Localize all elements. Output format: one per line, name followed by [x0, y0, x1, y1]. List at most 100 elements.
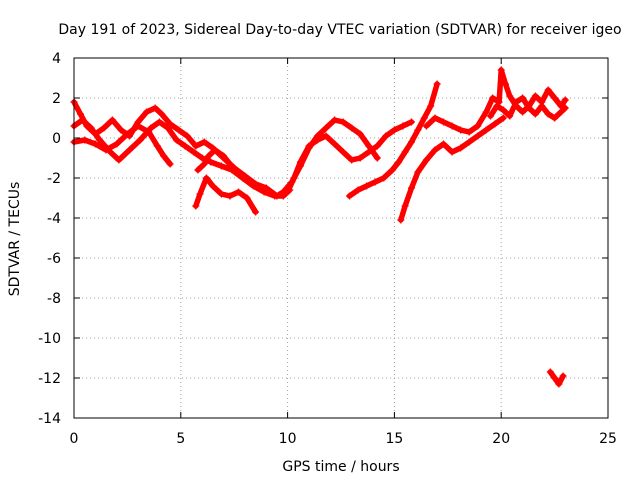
data-point — [181, 142, 189, 150]
data-point — [474, 132, 482, 140]
data-point — [395, 158, 403, 166]
data-point — [271, 192, 279, 200]
data-point — [173, 136, 181, 144]
y-axis-label: SDTVAR / TECUs — [7, 182, 23, 297]
data-point — [482, 108, 490, 116]
series-track-11 — [546, 368, 567, 388]
data-point — [388, 166, 396, 174]
data-point — [190, 148, 198, 156]
data-point — [448, 122, 456, 130]
data-point — [126, 146, 134, 154]
data-point — [420, 114, 428, 122]
data-point — [373, 154, 381, 162]
data-point — [427, 102, 435, 110]
y-tick-label: 4 — [52, 51, 61, 67]
x-tick-label: 25 — [599, 431, 617, 447]
data-point — [79, 116, 87, 124]
data-point — [96, 136, 104, 144]
data-point — [339, 148, 347, 156]
data-point — [220, 152, 228, 160]
data-point — [354, 186, 362, 194]
data-point — [382, 132, 390, 140]
x-tick-label: 15 — [385, 431, 403, 447]
data-point — [249, 182, 257, 190]
data-series — [70, 66, 569, 388]
y-tick-label: -2 — [47, 171, 61, 187]
data-point — [200, 138, 208, 146]
data-point — [390, 126, 398, 134]
data-point — [226, 160, 234, 168]
data-point — [506, 92, 514, 100]
data-point — [155, 118, 163, 126]
data-point — [91, 140, 99, 148]
x-tick-label: 20 — [492, 431, 510, 447]
data-point — [422, 156, 430, 164]
data-point — [489, 94, 497, 102]
data-point — [348, 124, 356, 132]
plot-frame — [73, 57, 609, 419]
data-point — [499, 114, 507, 122]
data-point — [339, 118, 347, 126]
data-point — [363, 182, 371, 190]
data-point — [561, 104, 569, 112]
data-point — [232, 166, 240, 174]
data-point — [538, 102, 546, 110]
data-point — [561, 96, 569, 104]
data-point — [497, 66, 505, 74]
data-point — [431, 146, 439, 154]
data-point — [151, 104, 159, 112]
data-point — [217, 162, 225, 170]
data-point — [407, 138, 415, 146]
data-point — [279, 192, 287, 200]
data-point — [525, 104, 533, 112]
data-point — [440, 118, 448, 126]
series-line — [547, 369, 566, 387]
data-point — [551, 94, 559, 102]
data-point — [102, 146, 110, 154]
data-point — [81, 136, 89, 144]
data-point — [145, 128, 153, 136]
data-point — [546, 368, 554, 376]
data-point — [557, 108, 565, 116]
x-tick-label: 10 — [279, 431, 297, 447]
data-point — [506, 112, 514, 120]
data-point — [296, 158, 304, 166]
data-point — [123, 130, 131, 138]
x-tick-label: 5 — [176, 431, 185, 447]
data-point — [183, 132, 191, 140]
data-point — [544, 86, 552, 94]
data-point — [192, 142, 200, 150]
data-point — [200, 160, 208, 168]
data-point — [205, 152, 213, 160]
data-point — [331, 140, 339, 148]
data-point — [196, 190, 204, 198]
y-tick-label: -8 — [47, 291, 61, 307]
data-point — [491, 120, 499, 128]
data-point — [209, 182, 217, 190]
data-point — [117, 126, 125, 134]
data-point — [531, 92, 539, 100]
y-tick-label: -12 — [38, 371, 61, 387]
data-point — [493, 102, 501, 110]
data-point — [407, 118, 415, 126]
data-point — [457, 126, 465, 134]
y-tick-label: 2 — [52, 91, 61, 107]
data-point — [519, 94, 527, 102]
series-track-4 — [192, 174, 260, 216]
series-track-5 — [194, 146, 240, 174]
data-point — [260, 188, 268, 196]
data-point — [284, 188, 292, 196]
data-point — [113, 140, 121, 148]
y-tick-label: -6 — [47, 251, 61, 267]
data-point — [164, 124, 172, 132]
data-point — [365, 148, 373, 156]
data-point — [175, 126, 183, 134]
data-point — [108, 116, 116, 124]
y-tick-label: -4 — [47, 211, 61, 227]
data-point — [356, 130, 364, 138]
data-point — [474, 122, 482, 130]
data-point — [346, 192, 354, 200]
data-point — [202, 174, 210, 182]
data-point — [440, 140, 448, 148]
